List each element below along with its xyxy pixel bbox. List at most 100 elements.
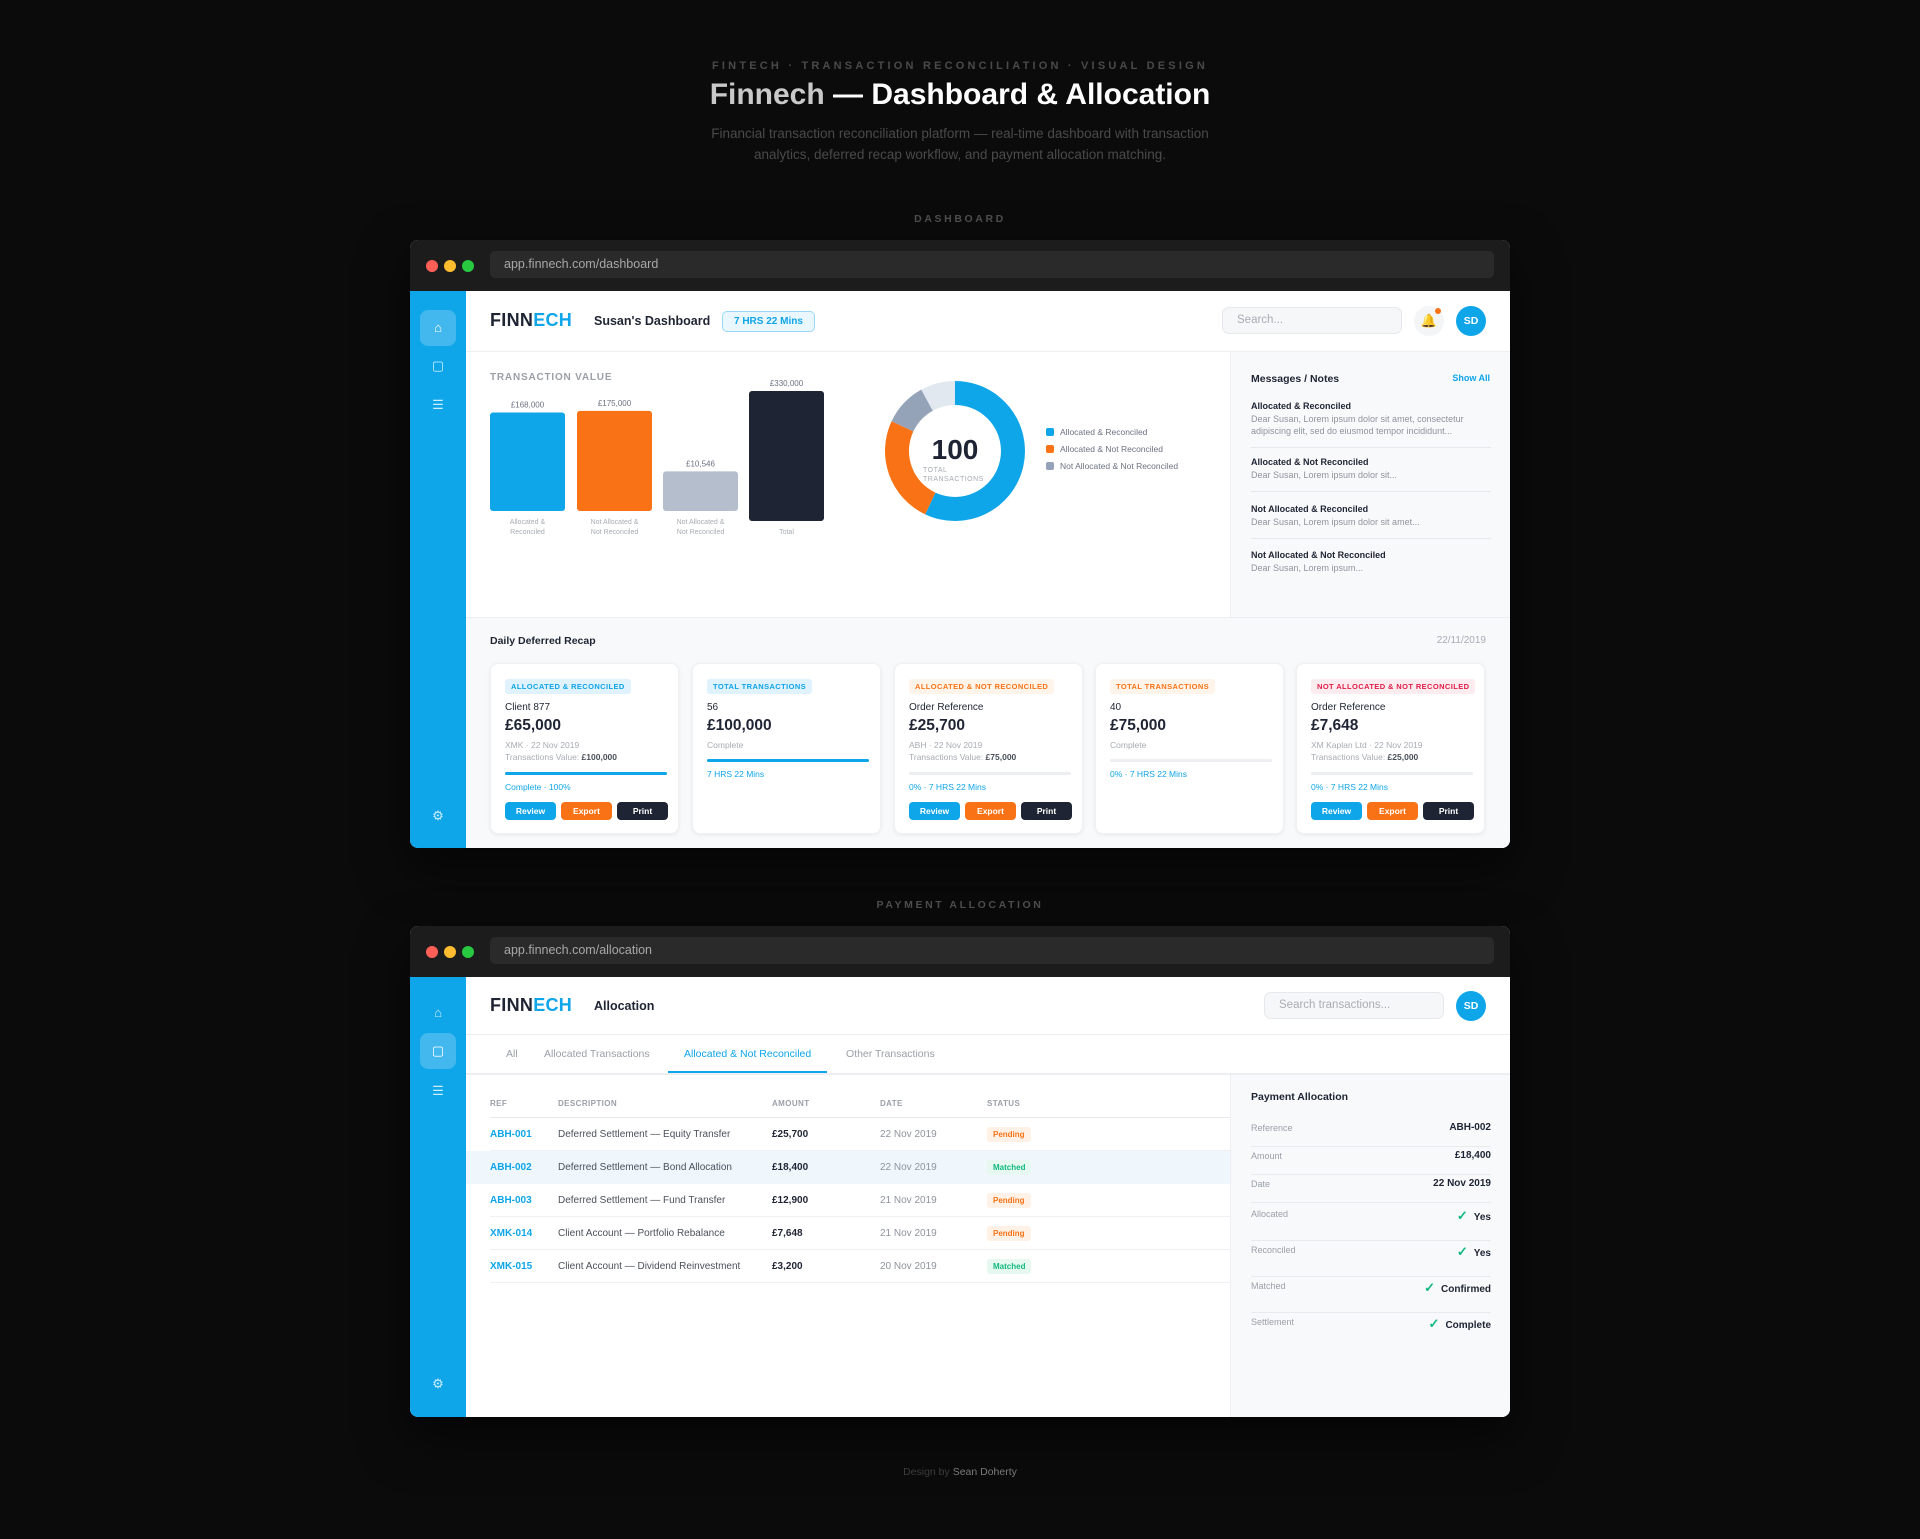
ref-link[interactable]: XMK-014 (490, 1228, 533, 1239)
review-button[interactable]: Review (505, 802, 556, 820)
donut-slice (885, 421, 936, 515)
tab-allocated-not-reconciled[interactable]: Allocated & Not Reconciled (668, 1035, 828, 1073)
meta-label: Transactions Value: (909, 752, 986, 762)
square-icon[interactable]: ▢ (431, 358, 445, 373)
export-button[interactable]: Export (561, 802, 612, 820)
ref-link[interactable]: ABH-001 (490, 1129, 532, 1140)
table-row[interactable]: XMK-014 Client Account — Portfolio Rebala… (490, 1217, 1231, 1250)
column-header: DATE (880, 1099, 903, 1108)
description: Deferred Settlement — Bond Allocation (558, 1162, 732, 1173)
maximize-window-dot[interactable] (462, 260, 474, 272)
menu-icon[interactable]: ☰ (432, 397, 444, 412)
card-amount: £75,000 (1110, 717, 1167, 734)
table-row[interactable]: ABH-001 Deferred Settlement — Equity Tran… (490, 1118, 1231, 1151)
home-icon[interactable]: ⌂ (420, 310, 456, 346)
tab-all[interactable]: All (506, 1048, 518, 1060)
donut-slice (921, 381, 955, 411)
search-transactions-input[interactable]: Search transactions... (1264, 992, 1444, 1019)
minimize-window-dot[interactable] (444, 946, 456, 958)
meta-value: £100,000 (581, 752, 617, 762)
show-all-link[interactable]: Show All (1452, 373, 1490, 383)
maximize-window-dot[interactable] (462, 946, 474, 958)
progress-fill (505, 772, 667, 775)
message-item[interactable]: Not Allocated & Not Reconciled Dear Susan… (1251, 550, 1491, 584)
bar-value-label: £10,546 (686, 459, 715, 468)
legend-item: Allocated & Not Reconciled (1046, 444, 1178, 461)
home-icon[interactable]: ⌂ (434, 1005, 442, 1020)
settings-icon[interactable]: ⚙ (432, 1376, 444, 1391)
timer-badge: 7 HRS 22 Mins (722, 311, 815, 332)
close-window-dot[interactable] (426, 260, 438, 272)
allocation-field: Settlement ✓ Complete (1251, 1313, 1491, 1349)
ref-link[interactable]: ABH-002 (490, 1162, 532, 1173)
card-subtitle: Client 877 (505, 702, 551, 713)
message-body: Dear Susan, Lorem ipsum dolor sit... (1251, 470, 1398, 480)
allocation-field: Date 22 Nov 2019 (1251, 1175, 1491, 1203)
message-item[interactable]: Allocated & Not Reconciled Dear Susan, Lo… (1251, 457, 1491, 492)
card-meta: ABH · 22 Nov 2019 Transactions Value: £75… (909, 739, 1016, 763)
card-tag: ALLOCATED & NOT RECONCILED (909, 679, 1055, 694)
bar-category-label: Not Allocated & (677, 519, 725, 526)
card-meta: Complete (1110, 739, 1146, 751)
field-value: ✓ Yes (1457, 1208, 1491, 1224)
hero-title-rest: — Dashboard & Allocation (824, 78, 1211, 111)
card-transactions-value: Transactions Value: £100,000 (505, 751, 617, 763)
section-label-dashboard: DASHBOARD (914, 213, 1006, 225)
message-item[interactable]: Not Allocated & Reconciled Dear Susan, Lo… (1251, 504, 1491, 539)
legend-label: Allocated & Reconciled (1060, 427, 1148, 437)
field-value: 22 Nov 2019 (1433, 1178, 1491, 1189)
settings-icon[interactable]: ⚙ (432, 808, 444, 823)
donut-slice (925, 381, 1025, 521)
menu-icon[interactable]: ☰ (432, 1083, 444, 1098)
allocation-field: Matched ✓ Confirmed (1251, 1277, 1491, 1313)
column-header: REF (490, 1099, 508, 1108)
payment-allocation-panel: Payment Allocation Reference ABH-002 Amoun… (1230, 1075, 1510, 1417)
tab-other-transactions[interactable]: Other Transactions (846, 1048, 935, 1060)
donut-center-label: TRANSACTIONS (923, 476, 984, 483)
table-row[interactable]: ABH-002 Deferred Settlement — Bond Alloca… (466, 1151, 1291, 1184)
minimize-window-dot[interactable] (444, 260, 456, 272)
print-button[interactable]: Print (1423, 802, 1474, 820)
bar-category-label: Allocated & (510, 519, 546, 526)
header-divider (466, 351, 1510, 352)
field-value: ABH-002 (1449, 1122, 1491, 1133)
meta-value: £75,000 (985, 752, 1017, 762)
notifications-button[interactable]: 🔔 (1414, 306, 1444, 336)
bar-category-label: Total (779, 529, 794, 536)
progress-fill (707, 759, 869, 762)
legend-label: Allocated & Not Reconciled (1060, 444, 1164, 454)
bar-value-label: £175,000 (598, 399, 632, 408)
page-title: Allocation (594, 999, 655, 1013)
check-icon: ✓ (1456, 1244, 1468, 1259)
tab-allocated-transactions[interactable]: Allocated Transactions (544, 1048, 650, 1060)
square-icon[interactable]: ▢ (420, 1033, 456, 1069)
address-bar[interactable]: app.finnech.com/dashboard (490, 251, 1494, 278)
avatar[interactable]: SD (1456, 991, 1486, 1021)
message-item[interactable]: Allocated & Reconciled Dear Susan, Lorem … (1251, 401, 1491, 448)
print-button[interactable]: Print (617, 802, 668, 820)
bar-1 (577, 410, 652, 511)
field-value-text: ABH-002 (1449, 1122, 1491, 1133)
ref-link[interactable]: ABH-003 (490, 1195, 532, 1206)
date: 21 Nov 2019 (880, 1228, 937, 1239)
table-row[interactable]: XMK-015 Client Account — Dividend Reinves… (490, 1250, 1231, 1283)
review-button[interactable]: Review (909, 802, 960, 820)
card-status: 0% · 7 HRS 22 Mins (909, 782, 986, 792)
export-button[interactable]: Export (1367, 802, 1418, 820)
table-row[interactable]: ABH-003 Deferred Settlement — Fund Transf… (490, 1184, 1231, 1217)
page-title: Susan's Dashboard (594, 314, 711, 328)
status-badge: Pending (987, 1127, 1031, 1142)
card-amount: £7,648 (1311, 717, 1359, 734)
legend-swatch (1046, 428, 1054, 436)
card-tag: NOT ALLOCATED & NOT RECONCILED (1311, 679, 1476, 694)
print-button[interactable]: Print (1021, 802, 1072, 820)
address-bar[interactable]: app.finnech.com/allocation (490, 937, 1494, 964)
export-button[interactable]: Export (965, 802, 1016, 820)
message-title: Allocated & Not Reconciled (1251, 457, 1369, 467)
search-input[interactable]: Search... (1222, 307, 1402, 334)
card-status: Complete · 100% (505, 782, 571, 792)
review-button[interactable]: Review (1311, 802, 1362, 820)
ref-link[interactable]: XMK-015 (490, 1261, 533, 1272)
avatar[interactable]: SD (1456, 306, 1486, 336)
close-window-dot[interactable] (426, 946, 438, 958)
